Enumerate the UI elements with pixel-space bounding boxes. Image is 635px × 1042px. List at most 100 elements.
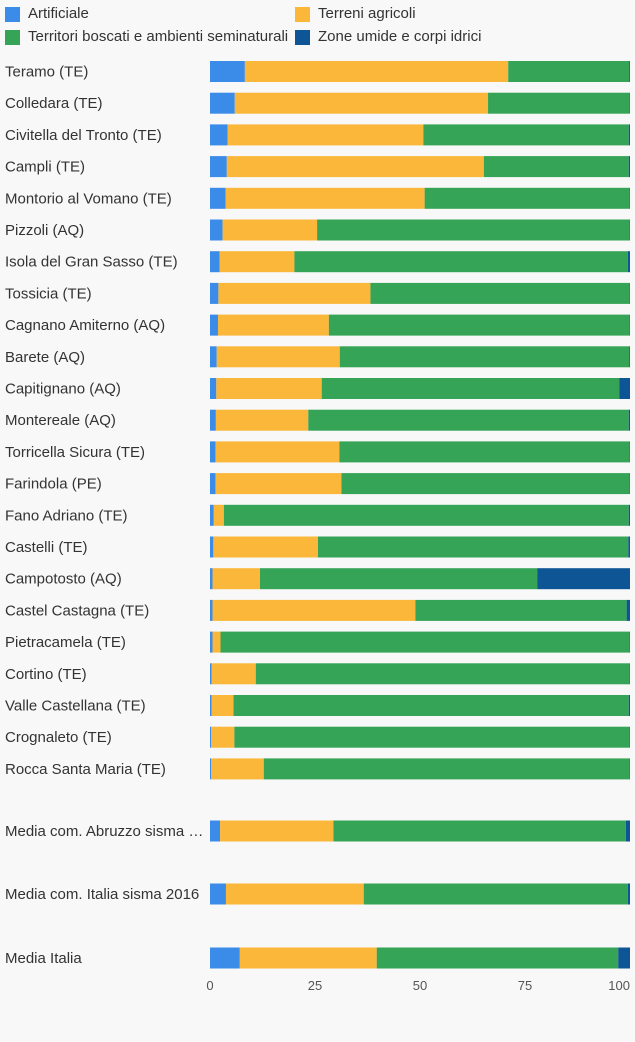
- bar-segment-territori-boscati-e-ambienti-seminaturali[interactable]: [220, 631, 630, 653]
- bar-segment-territori-boscati-e-ambienti-seminaturali[interactable]: [363, 883, 628, 905]
- bar-segment-territori-boscati-e-ambienti-seminaturali[interactable]: [488, 92, 630, 114]
- bar-segment-territori-boscati-e-ambienti-seminaturali[interactable]: [424, 187, 630, 209]
- bar-segment-territori-boscati-e-ambienti-seminaturali[interactable]: [508, 61, 630, 82]
- legend-item-zone-umide[interactable]: Zone umide e corpi idrici: [295, 29, 481, 45]
- bar-segment-artificiale[interactable]: [210, 124, 228, 146]
- bar-segment-terreni-agricoli[interactable]: [212, 599, 416, 621]
- bar-segment-artificiale[interactable]: [210, 378, 217, 399]
- bar-segment-terreni-agricoli[interactable]: [212, 631, 221, 653]
- bar-segment-terreni-agricoli[interactable]: [211, 663, 256, 685]
- bar-segment-zone-umide-e-corpi-idrici[interactable]: [628, 409, 630, 431]
- bar-segment-territori-boscati-e-ambienti-seminaturali[interactable]: [339, 441, 630, 463]
- bar-segment-territori-boscati-e-ambienti-seminaturali[interactable]: [294, 251, 628, 273]
- bar-segment-zone-umide-e-corpi-idrici[interactable]: [618, 947, 630, 969]
- bar-segment-artificiale[interactable]: [210, 187, 226, 209]
- bar-segment-zone-umide-e-corpi-idrici[interactable]: [628, 504, 630, 526]
- bar-segment-zone-umide-e-corpi-idrici[interactable]: [628, 695, 630, 716]
- bar-segment-zone-umide-e-corpi-idrici[interactable]: [628, 124, 630, 146]
- bar-segment-artificiale[interactable]: [210, 61, 245, 82]
- bar-segment-zone-umide-e-corpi-idrici[interactable]: [619, 378, 631, 399]
- bar-segment-territori-boscati-e-ambienti-seminaturali[interactable]: [321, 378, 620, 399]
- bar-segment-territori-boscati-e-ambienti-seminaturali[interactable]: [328, 314, 630, 336]
- bar-segment-territori-boscati-e-ambienti-seminaturali[interactable]: [370, 282, 630, 304]
- bar-segment-terreni-agricoli[interactable]: [213, 536, 318, 558]
- bar-segment-artificiale[interactable]: [210, 346, 217, 368]
- bar-segment-territori-boscati-e-ambienti-seminaturali[interactable]: [423, 124, 629, 146]
- bar-segment-territori-boscati-e-ambienti-seminaturali[interactable]: [223, 504, 629, 526]
- bar-segment-terreni-agricoli[interactable]: [222, 219, 318, 241]
- bar-segment-artificiale[interactable]: [210, 314, 218, 336]
- bar-segment-zone-umide-e-corpi-idrici[interactable]: [537, 568, 630, 590]
- bar-segment-territori-boscati-e-ambienti-seminaturali[interactable]: [341, 473, 630, 495]
- bar-segment-territori-boscati-e-ambienti-seminaturali[interactable]: [376, 947, 619, 969]
- bar-segment-terreni-agricoli[interactable]: [217, 314, 329, 336]
- bar-segment-terreni-agricoli[interactable]: [218, 282, 371, 304]
- bar-segment-zone-umide-e-corpi-idrici[interactable]: [629, 346, 630, 368]
- bar-segment-terreni-agricoli[interactable]: [220, 820, 334, 842]
- bar-segment-terreni-agricoli[interactable]: [213, 504, 224, 526]
- bar-segment-terreni-agricoli[interactable]: [226, 156, 484, 178]
- bar-segment-artificiale[interactable]: [210, 219, 223, 241]
- bar-segment-terreni-agricoli[interactable]: [225, 883, 364, 905]
- legend-swatch-terreni-agricoli: [295, 6, 310, 22]
- bar-segment-territori-boscati-e-ambienti-seminaturali[interactable]: [339, 346, 630, 368]
- bar-segment-artificiale[interactable]: [210, 663, 212, 685]
- bar-segment-artificiale[interactable]: [210, 251, 220, 273]
- bar-segment-terreni-agricoli[interactable]: [234, 92, 489, 114]
- bar-segment-terreni-agricoli[interactable]: [216, 346, 340, 368]
- bar-segment-territori-boscati-e-ambienti-seminaturali[interactable]: [317, 219, 630, 241]
- bar-segment-artificiale[interactable]: [210, 820, 221, 842]
- bar-segment-artificiale[interactable]: [210, 695, 212, 716]
- bar-segment-artificiale[interactable]: [210, 282, 219, 304]
- bar-segment-zone-umide-e-corpi-idrici[interactable]: [627, 251, 630, 273]
- bar-segment-terreni-agricoli[interactable]: [212, 568, 260, 590]
- bar-segment-territori-boscati-e-ambienti-seminaturali[interactable]: [317, 536, 629, 558]
- bar-segment-territori-boscati-e-ambienti-seminaturali[interactable]: [333, 820, 626, 842]
- bar-segment-artificiale[interactable]: [210, 92, 235, 114]
- bar-segment-terreni-agricoli[interactable]: [215, 409, 309, 431]
- legend-item-artificiale[interactable]: Artificiale: [5, 6, 89, 22]
- bar-segment-zone-umide-e-corpi-idrici[interactable]: [628, 536, 630, 558]
- bar-segment-territori-boscati-e-ambienti-seminaturali[interactable]: [308, 409, 629, 431]
- bar-segment-terreni-agricoli[interactable]: [211, 726, 235, 748]
- bar-segment-terreni-agricoli[interactable]: [215, 441, 340, 463]
- bar-segment-territori-boscati-e-ambienti-seminaturali[interactable]: [255, 663, 630, 685]
- bar-segment-territori-boscati-e-ambienti-seminaturali[interactable]: [415, 599, 627, 621]
- bar-segment-artificiale[interactable]: [210, 409, 216, 431]
- bar-segment-terreni-agricoli[interactable]: [227, 124, 424, 146]
- bar-segment-territori-boscati-e-ambienti-seminaturali[interactable]: [259, 568, 538, 590]
- bar-segment-artificiale[interactable]: [210, 726, 212, 748]
- bar-segment-terreni-agricoli[interactable]: [211, 695, 234, 716]
- bar-segment-territori-boscati-e-ambienti-seminaturali[interactable]: [233, 695, 629, 716]
- bar-segment-artificiale[interactable]: [210, 631, 213, 653]
- x-tick-label: 75: [518, 978, 532, 993]
- bar-segment-artificiale[interactable]: [210, 441, 216, 463]
- bar-segment-terreni-agricoli[interactable]: [211, 758, 264, 780]
- bar-segment-terreni-agricoli[interactable]: [219, 251, 295, 273]
- legend-swatch-territori-boscati: [5, 29, 20, 45]
- bar-segment-artificiale[interactable]: [210, 504, 214, 526]
- bar-segment-territori-boscati-e-ambienti-seminaturali[interactable]: [483, 156, 629, 178]
- legend-item-territori-boscati[interactable]: Territori boscati e ambienti seminatural…: [5, 29, 288, 45]
- bar-segment-terreni-agricoli[interactable]: [215, 473, 342, 495]
- bar-segment-artificiale[interactable]: [210, 758, 212, 780]
- bar-segment-terreni-agricoli[interactable]: [239, 947, 377, 969]
- bar-segment-zone-umide-e-corpi-idrici[interactable]: [628, 156, 630, 178]
- bar-segment-zone-umide-e-corpi-idrici[interactable]: [626, 599, 630, 621]
- bar-segment-artificiale[interactable]: [210, 947, 240, 969]
- bar-segment-zone-umide-e-corpi-idrici[interactable]: [625, 820, 630, 842]
- bar-segment-terreni-agricoli[interactable]: [244, 61, 509, 82]
- bar-segment-zone-umide-e-corpi-idrici[interactable]: [627, 883, 630, 905]
- bar-segment-territori-boscati-e-ambienti-seminaturali[interactable]: [263, 758, 630, 780]
- bar-segment-zone-umide-e-corpi-idrici[interactable]: [629, 61, 630, 82]
- bar-segment-territori-boscati-e-ambienti-seminaturali[interactable]: [234, 726, 630, 748]
- bar-segment-artificiale[interactable]: [210, 599, 213, 621]
- bar-segment-artificiale[interactable]: [210, 156, 227, 178]
- bar-segment-terreni-agricoli[interactable]: [225, 187, 425, 209]
- bar-segment-artificiale[interactable]: [210, 536, 214, 558]
- bar-segment-artificiale[interactable]: [210, 883, 226, 905]
- bar-segment-terreni-agricoli[interactable]: [216, 378, 322, 399]
- bar-segment-artificiale[interactable]: [210, 568, 213, 590]
- legend-item-terreni-agricoli[interactable]: Terreni agricoli: [295, 6, 416, 22]
- bar-segment-artificiale[interactable]: [210, 473, 216, 495]
